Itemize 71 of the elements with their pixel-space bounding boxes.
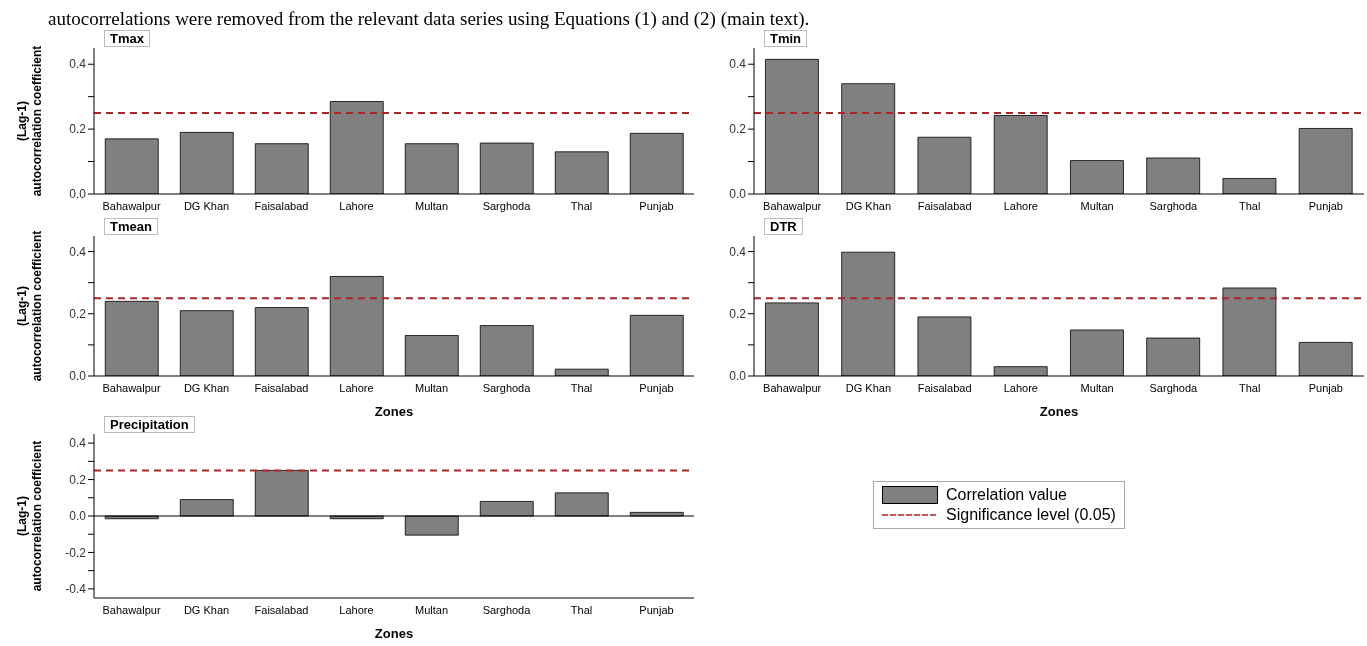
x-tick-label: Lahore bbox=[339, 603, 374, 616]
x-tick-label: DG Khan bbox=[183, 381, 230, 394]
y-tick-label: 0.4 bbox=[69, 57, 87, 72]
x-tick-label: DG Khan bbox=[183, 199, 230, 212]
x-tick-label: Punjab bbox=[639, 603, 674, 616]
y-tick-label: 0.0 bbox=[729, 187, 747, 202]
x-axis-title: Zones bbox=[374, 404, 414, 419]
y-tick-label: 0.2 bbox=[69, 472, 87, 487]
x-tick-label: Thal bbox=[570, 199, 593, 212]
x-tick-label: Multan bbox=[1080, 199, 1114, 212]
x-tick-label: Faisalabad bbox=[917, 381, 972, 394]
y-axis-title: (Lag-1) autocorrelation coefficient bbox=[15, 440, 44, 592]
chart-title: Tmin bbox=[764, 30, 808, 47]
x-tick-label: Lahore bbox=[1003, 199, 1039, 212]
x-tick-label: Punjab bbox=[639, 199, 674, 212]
chart-title: Precipitation bbox=[104, 416, 195, 433]
x-tick-label: DG Khan bbox=[845, 381, 891, 394]
x-axis-title: Zones bbox=[1039, 404, 1079, 419]
y-axis-title: (Lag-1) autocorrelation coefficient bbox=[15, 45, 44, 197]
x-tick-label: Sarghoda bbox=[1149, 199, 1199, 212]
text: autocorrelations were removed from the relevant data series using Equations (1) and (2) (main text). bbox=[48, 8, 810, 30]
chart-title: DTR bbox=[764, 218, 803, 235]
x-tick-label: Punjab bbox=[1308, 199, 1344, 212]
x-tick-label: Thal bbox=[570, 603, 593, 616]
y-tick-label: 0.0 bbox=[69, 369, 87, 384]
x-tick-label: Sarghoda bbox=[1149, 381, 1199, 394]
y-tick-label: 0.2 bbox=[729, 122, 747, 137]
y-tick-label: 0.0 bbox=[69, 187, 87, 202]
x-tick-label: Bahawalpur bbox=[763, 199, 822, 212]
x-tick-label: Multan bbox=[1080, 381, 1114, 394]
y-tick-label: -0.2 bbox=[65, 545, 87, 560]
x-tick-label: Faisalabad bbox=[254, 603, 309, 616]
y-tick-label: -0.4 bbox=[65, 582, 87, 597]
x-tick-label: Sarghoda bbox=[482, 199, 532, 212]
x-tick-label: Thal bbox=[1238, 199, 1261, 212]
x-tick-label: Sarghoda bbox=[482, 603, 532, 616]
y-tick-label: 0.0 bbox=[729, 369, 747, 384]
x-tick-label: DG Khan bbox=[845, 199, 891, 212]
x-tick-label: Faisalabad bbox=[917, 199, 972, 212]
y-tick-label: 0.2 bbox=[729, 307, 747, 322]
x-tick-label: Lahore bbox=[339, 199, 374, 212]
x-tick-label: Punjab bbox=[1308, 381, 1344, 394]
x-tick-label: Punjab bbox=[639, 381, 674, 394]
y-tick-label: 0.4 bbox=[69, 244, 87, 259]
x-tick-label: Bahawalpur bbox=[102, 199, 161, 212]
x-tick-label: Sarghoda bbox=[482, 381, 532, 394]
x-tick-label: Bahawalpur bbox=[763, 381, 822, 394]
y-tick-label: 0.4 bbox=[729, 244, 747, 259]
x-tick-label: Lahore bbox=[1003, 381, 1039, 394]
x-axis-title: Zones bbox=[374, 626, 414, 641]
legend-label: Significance level (0.05) bbox=[945, 505, 1116, 525]
x-tick-label: DG Khan bbox=[183, 603, 230, 616]
y-tick-label: 0.2 bbox=[69, 122, 87, 137]
y-tick-label: 0.4 bbox=[69, 436, 87, 451]
x-tick-label: Lahore bbox=[339, 381, 374, 394]
legend-label: Correlation value bbox=[945, 485, 1068, 505]
x-tick-label: Bahawalpur bbox=[102, 381, 161, 394]
x-tick-label: Thal bbox=[1238, 381, 1261, 394]
x-tick-label: Bahawalpur bbox=[102, 603, 161, 616]
x-tick-label: Multan bbox=[414, 603, 449, 616]
chart-title: Tmean bbox=[104, 218, 158, 235]
x-tick-label: Faisalabad bbox=[254, 381, 309, 394]
y-tick-label: 0.2 bbox=[69, 307, 87, 322]
y-axis-title: (Lag-1) autocorrelation coefficient bbox=[15, 230, 44, 382]
x-tick-label: Thal bbox=[570, 381, 593, 394]
x-tick-label: Multan bbox=[414, 381, 449, 394]
y-tick-label: 0.4 bbox=[729, 57, 747, 72]
y-tick-label: 0.0 bbox=[69, 509, 87, 524]
chart-title: Tmax bbox=[104, 30, 150, 47]
x-tick-label: Multan bbox=[414, 199, 449, 212]
x-tick-label: Faisalabad bbox=[254, 199, 309, 212]
